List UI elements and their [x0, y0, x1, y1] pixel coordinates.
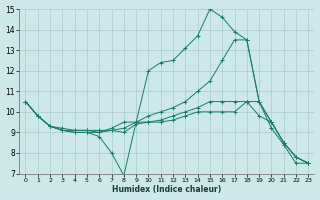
X-axis label: Humidex (Indice chaleur): Humidex (Indice chaleur) — [112, 185, 221, 194]
